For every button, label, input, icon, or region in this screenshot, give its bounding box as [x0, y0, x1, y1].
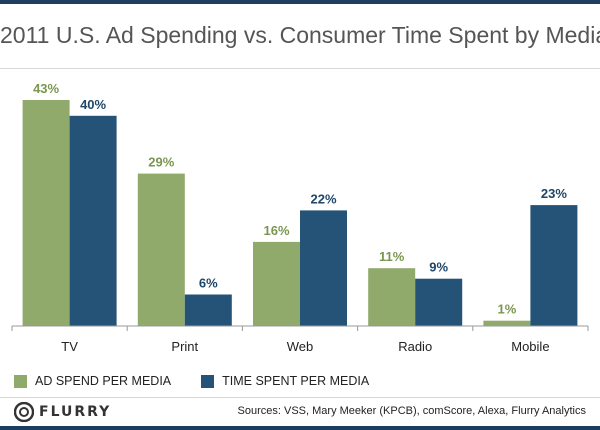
value-label-radio-time-spent-per-media: 9%: [429, 260, 448, 275]
bar-print-ad-spend-per-media: [137, 173, 185, 326]
legend: AD SPEND PER MEDIA TIME SPENT PER MEDIA: [14, 372, 399, 390]
bar-radio-time-spent-per-media: [415, 278, 463, 326]
value-label-print-time-spent-per-media: 6%: [199, 276, 218, 291]
top-rule: [0, 0, 600, 4]
bar-radio-ad-spend-per-media: [368, 268, 416, 326]
footer-divider: [0, 397, 600, 398]
bars-group: [22, 100, 578, 326]
flurry-logo-text: FLURRY: [39, 404, 112, 420]
bar-tv-ad-spend-per-media: [22, 100, 70, 326]
value-label-mobile-time-spent-per-media: 23%: [541, 186, 567, 201]
x-axis-ticks-group: [11, 326, 589, 331]
category-label-radio: Radio: [398, 339, 432, 354]
bottom-rule: [0, 426, 600, 430]
bar-web-ad-spend-per-media: [253, 241, 300, 326]
title-divider: [0, 68, 600, 69]
bar-mobile-ad-spend-per-media: [483, 320, 531, 326]
bar-mobile-time-spent-per-media: [530, 205, 578, 326]
value-labels-group: 43% 40% 29% 6% 16% 22% 11% 9% 1% 23%: [33, 81, 567, 317]
category-label-mobile: Mobile: [511, 339, 549, 354]
legend-label-ad-spend: AD SPEND PER MEDIA: [35, 374, 172, 388]
legend-swatch-ad-spend: [14, 374, 27, 388]
footer: FLURRY Sources: VSS, Mary Meeker (KPCB),…: [0, 400, 600, 424]
category-label-web: Web: [287, 339, 314, 354]
value-label-web-time-spent-per-media: 22%: [310, 191, 336, 206]
bar-chart: 43% 40% 29% 6% 16% 22% 11% 9% 1% 23% TV Print Web Ra…: [11, 81, 589, 354]
value-label-radio-ad-spend-per-media: 11%: [379, 249, 405, 264]
flurry-logo: FLURRY: [14, 402, 111, 422]
chart-title: 2011 U.S. Ad Spending vs. Consumer Time …: [0, 22, 600, 48]
bar-web-time-spent-per-media: [300, 210, 347, 326]
category-label-print: Print: [171, 339, 198, 354]
value-label-tv-time-spent-per-media: 40%: [80, 97, 106, 112]
category-label-tv: TV: [61, 339, 78, 354]
legend-item-time-spent: TIME SPENT PER MEDIA: [201, 374, 369, 388]
sources-text: Sources: VSS, Mary Meeker (KPCB), comSco…: [237, 405, 586, 417]
legend-swatch-time-spent: [201, 374, 215, 388]
value-label-tv-ad-spend-per-media: 43%: [33, 81, 59, 96]
value-label-mobile-ad-spend-per-media: 1%: [498, 302, 517, 317]
flurry-logo-icon: [14, 402, 34, 422]
legend-label-time-spent: TIME SPENT PER MEDIA: [222, 374, 370, 388]
value-label-print-ad-spend-per-media: 29%: [148, 155, 174, 170]
category-labels-group: TV Print Web Radio Mobile: [61, 339, 549, 354]
bar-tv-time-spent-per-media: [69, 115, 117, 326]
bar-print-time-spent-per-media: [184, 294, 232, 326]
value-label-web-ad-spend-per-media: 16%: [263, 223, 289, 238]
legend-item-ad-spend: AD SPEND PER MEDIA: [14, 374, 171, 388]
